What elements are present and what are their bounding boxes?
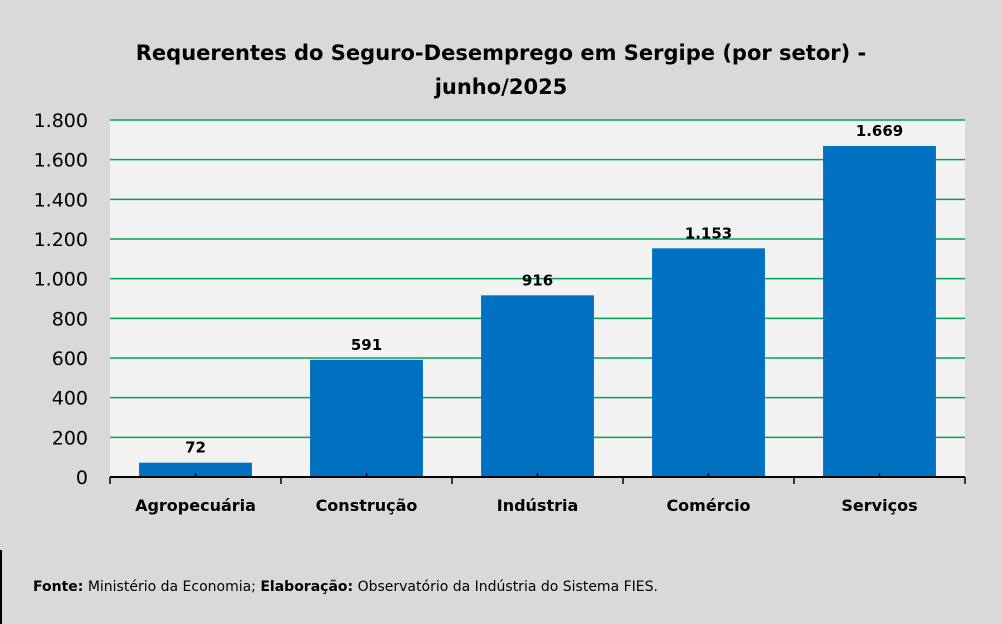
bar-chart: 0 200 400 600 800 1.000 1.200 1.400 1.600 1.800 72… [34,110,966,515]
x-tick-label: Agropecuária [135,496,256,515]
footer-note: Fonte: Ministério da Economia; Elaboraçã… [33,579,658,595]
data-label: 72 [185,439,206,457]
y-tick-label: 1.400 [34,189,88,211]
elaboration-label: Elaboração: [260,579,354,595]
left-border-line [0,550,2,624]
source-text: Ministério da Economia; [83,579,261,595]
bar [652,248,765,477]
chart-title: Requerentes do Seguro-Desemprego em Serg… [0,36,1002,104]
x-tick-label: Construção [316,496,418,515]
data-label: 591 [351,336,382,354]
chart-title-line-1: Requerentes do Seguro-Desemprego em Serg… [135,41,867,65]
x-tick-label: Serviços [841,496,917,515]
bar [823,145,936,477]
bar [481,295,594,477]
y-tick-label: 200 [52,427,88,449]
chart-title-line-2: junho/2025 [434,75,568,99]
y-tick-label: 1.000 [34,269,88,291]
y-tick-label: 1.200 [34,229,88,251]
y-tick-label: 600 [52,348,88,370]
y-tick-label: 0 [76,467,88,489]
y-tick-label: 1.600 [34,150,88,172]
data-label: 1.669 [856,122,903,140]
source-label: Fonte: [33,579,84,595]
x-tick-label: Comércio [666,496,750,515]
bar [139,462,252,477]
y-tick-label: 400 [52,388,88,410]
y-tick-label: 1.800 [34,110,88,132]
bar [310,359,423,477]
elaboration-text: Observatório da Indústria do Sistema FIE… [353,579,658,595]
y-tick-label: 800 [52,308,88,330]
data-label: 916 [522,271,553,289]
data-label: 1.153 [685,224,732,242]
x-tick-label: Indústria [497,496,579,515]
